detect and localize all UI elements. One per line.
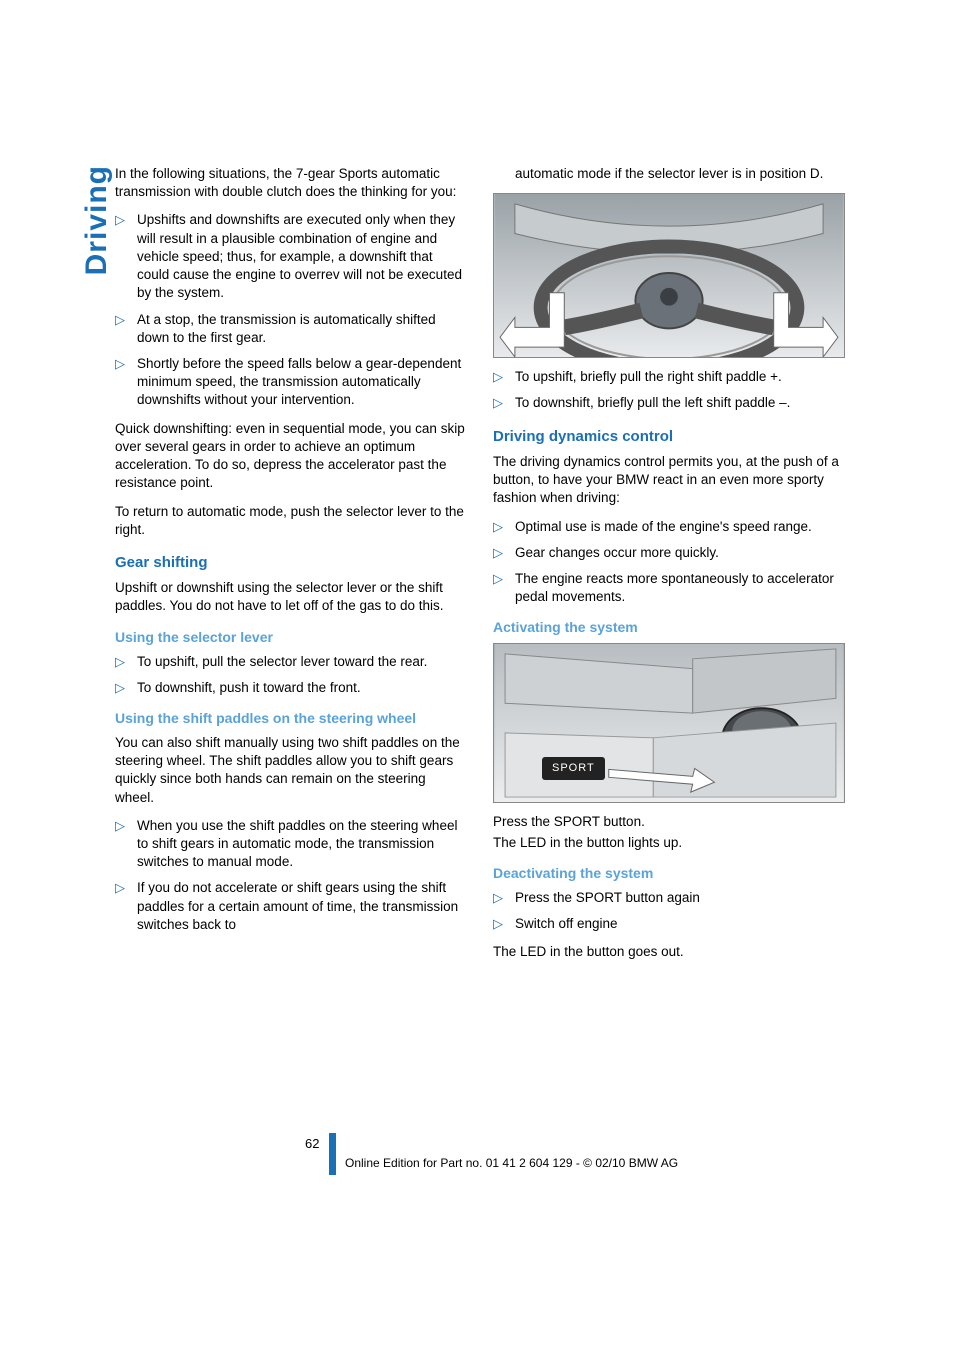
deactivating-list: Press the SPORT button again Switch off … — [493, 889, 845, 933]
page-number: 62 — [305, 1136, 319, 1151]
list-item: Upshifts and downshifts are executed onl… — [115, 211, 467, 302]
press-sport-paragraph: Press the SPORT button. — [493, 813, 845, 831]
list-item: Optimal use is made of the engine's spee… — [493, 518, 845, 536]
two-column-layout: In the following situations, the 7-gear … — [115, 165, 845, 971]
list-item: The engine reacts more spontaneously to … — [493, 570, 845, 606]
driving-dynamics-heading: Driving dynamics control — [493, 427, 845, 447]
intro-bullet-list: Upshifts and downshifts are executed onl… — [115, 211, 467, 409]
side-tab-driving: Driving — [80, 165, 114, 275]
using-selector-list: To upshift, pull the selector lever towa… — [115, 653, 467, 697]
list-item: Press the SPORT button again — [493, 889, 845, 907]
using-selector-heading: Using the selector lever — [115, 628, 467, 647]
list-item: Shortly before the speed falls below a g… — [115, 355, 467, 410]
intro-paragraph: In the following situations, the 7-gear … — [115, 165, 467, 201]
quick-downshift-paragraph: Quick downshifting: even in sequential m… — [115, 420, 467, 493]
using-paddles-list: When you use the shift paddles on the st… — [115, 817, 467, 934]
activating-heading: Activating the system — [493, 618, 845, 637]
using-paddles-heading: Using the shift paddles on the steering … — [115, 709, 467, 728]
steering-wheel-illustration — [494, 194, 844, 357]
list-item: To upshift, pull the selector lever towa… — [115, 653, 467, 671]
wheel-bullets-list: To upshift, briefly pull the right shift… — [493, 368, 845, 412]
right-column: automatic mode if the selector lever is … — [493, 165, 845, 971]
page-content: In the following situations, the 7-gear … — [115, 165, 845, 971]
gear-shifting-paragraph: Upshift or downshift using the selector … — [115, 579, 467, 615]
list-item: To downshift, push it toward the front. — [115, 679, 467, 697]
list-item: At a stop, the transmission is automatic… — [115, 311, 467, 347]
list-item: If you do not accelerate or shift gears … — [115, 879, 467, 934]
left-column: In the following situations, the 7-gear … — [115, 165, 467, 971]
led-off-paragraph: The LED in the button goes out. — [493, 943, 845, 961]
list-item: Switch off engine — [493, 915, 845, 933]
list-item: When you use the shift paddles on the st… — [115, 817, 467, 872]
deactivating-heading: Deactivating the system — [493, 864, 845, 883]
return-auto-paragraph: To return to automatic mode, push the se… — [115, 503, 467, 539]
list-item: To downshift, briefly pull the left shif… — [493, 394, 845, 412]
using-paddles-paragraph: You can also shift manually using two sh… — [115, 734, 467, 807]
driving-dynamics-paragraph: The driving dynamics control permits you… — [493, 453, 845, 508]
footer-copyright: Online Edition for Part no. 01 41 2 604 … — [345, 1156, 678, 1170]
list-item: Gear changes occur more quickly. — [493, 544, 845, 562]
footer-accent-bar — [329, 1133, 336, 1175]
steering-wheel-figure — [493, 193, 845, 358]
driving-dynamics-list: Optimal use is made of the engine's spee… — [493, 518, 845, 607]
sport-button-label: SPORT — [542, 757, 605, 780]
sport-button-figure: SPORT — [493, 643, 845, 803]
gear-shifting-heading: Gear shifting — [115, 553, 467, 573]
continuation-paragraph: automatic mode if the selector lever is … — [493, 165, 845, 183]
list-item: To upshift, briefly pull the right shift… — [493, 368, 845, 386]
led-on-paragraph: The LED in the button lights up. — [493, 834, 845, 852]
